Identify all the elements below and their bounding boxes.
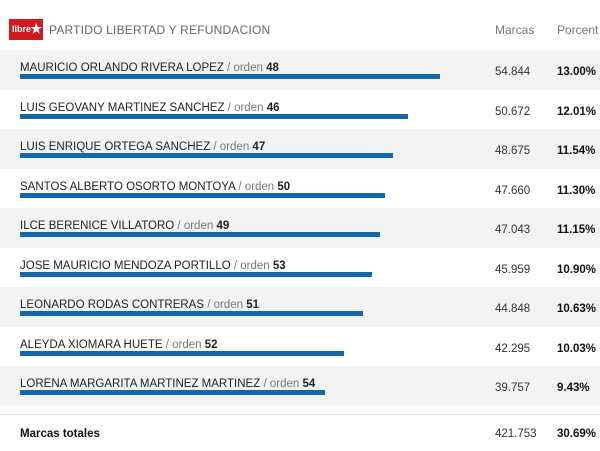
candidate-votes: 47.660 xyxy=(495,184,531,197)
candidate-order: 46 xyxy=(266,101,280,114)
total-votes: 421.753 xyxy=(495,428,537,440)
candidate-percent: 11.30% xyxy=(557,184,596,197)
candidate-name: ALEYDA XIOMARA HUETE / orden 52 xyxy=(20,339,218,351)
candidate-order: 53 xyxy=(272,259,286,272)
vote-share-bar xyxy=(20,350,344,356)
order-separator: / orden xyxy=(235,180,278,193)
candidate-row: ILCE BERENICE VILLATORO / orden 49 47.043… xyxy=(0,208,600,248)
candidate-full-name: LUIS GEOVANY MARTINEZ SANCHEZ xyxy=(20,101,225,114)
candidate-name: SANTOS ALBERTO OSORTO MONTOYA / orden 50 xyxy=(20,181,290,193)
party-name: PARTIDO LIBERTAD Y REFUNDACION xyxy=(49,23,271,37)
candidate-name: LORENA MARGARITA MARTINEZ MARTINEZ / ord… xyxy=(20,378,315,390)
candidate-percent: 11.54% xyxy=(557,145,596,157)
candidate-percent: 13.00% xyxy=(557,66,597,78)
candidate-row: LORENA MARGARITA MARTINEZ MARTINEZ / ord… xyxy=(0,366,600,406)
candidate-votes: 47.043 xyxy=(495,224,531,236)
vote-share-bar xyxy=(20,232,380,237)
candidate-name: LEONARDO RODAS CONTRERAS / orden 51 xyxy=(20,299,259,311)
candidate-order: 50 xyxy=(277,180,291,193)
candidate-full-name: ALEYDA XIOMARA HUETE xyxy=(20,338,163,351)
order-separator: / orden xyxy=(162,338,205,351)
candidate-order: 49 xyxy=(216,220,230,232)
vote-share-bar xyxy=(20,153,393,158)
order-separator: / orden xyxy=(224,101,267,114)
candidate-votes: 54.844 xyxy=(495,66,531,78)
star-icon: ★ xyxy=(30,21,42,36)
candidate-name: JOSE MAURICIO MENDOZA PORTILLO / orden 5… xyxy=(20,260,286,272)
order-separator: / orden xyxy=(230,259,273,272)
order-separator: / orden xyxy=(210,141,253,153)
candidate-votes: 50.672 xyxy=(495,105,531,118)
candidate-name: LUIS ENRIQUE ORTEGA SANCHEZ / orden 47 xyxy=(20,141,265,153)
candidate-row: LUIS GEOVANY MARTINEZ SANCHEZ / orden 46… xyxy=(0,89,600,129)
candidate-votes: 39.757 xyxy=(495,382,531,394)
candidate-row: MAURICIO ORLANDO RIVERA LOPEZ / orden 48… xyxy=(0,50,600,90)
logo-text: libre xyxy=(12,24,32,34)
order-separator: / orden xyxy=(204,299,247,311)
candidate-order: 48 xyxy=(266,62,279,74)
candidate-percent: 9.43% xyxy=(557,382,590,394)
candidate-percent: 12.01% xyxy=(557,105,597,118)
candidate-percent: 10.63% xyxy=(557,303,597,315)
candidate-percent: 10.90% xyxy=(557,263,597,276)
order-separator: / orden xyxy=(174,220,217,232)
vote-share-bar xyxy=(20,192,385,198)
candidate-full-name: LORENA MARGARITA MARTINEZ MARTINEZ xyxy=(20,378,261,390)
candidate-votes: 44.848 xyxy=(495,303,531,315)
vote-share-bar xyxy=(20,390,325,395)
candidate-name: MAURICIO ORLANDO RIVERA LOPEZ / orden 48 xyxy=(20,62,279,74)
candidate-full-name: ILCE BERENICE VILLATORO xyxy=(20,220,175,232)
total-label: Marcas totales xyxy=(20,428,100,440)
candidate-name: LUIS GEOVANY MARTINEZ SANCHEZ / orden 46 xyxy=(20,102,279,114)
candidate-row: ALEYDA XIOMARA HUETE / orden 52 42.295 10.… xyxy=(0,326,600,366)
vote-share-bar xyxy=(20,271,372,277)
candidate-full-name: MAURICIO ORLANDO RIVERA LOPEZ xyxy=(20,62,224,74)
total-percent: 30.69% xyxy=(557,428,597,440)
candidate-list: MAURICIO ORLANDO RIVERA LOPEZ / orden 48… xyxy=(0,50,600,406)
candidate-order: 51 xyxy=(246,299,260,311)
candidate-row: LUIS ENRIQUE ORTEGA SANCHEZ / orden 47 48… xyxy=(0,129,600,169)
total-row: Marcas totales 421.753 30.69% xyxy=(0,414,600,451)
candidate-name: ILCE BERENICE VILLATORO / orden 49 xyxy=(20,220,229,232)
candidate-full-name: LEONARDO RODAS CONTRERAS xyxy=(20,299,205,311)
vote-share-bar xyxy=(20,74,440,79)
candidate-votes: 42.295 xyxy=(495,342,531,355)
candidate-votes: 48.675 xyxy=(495,145,531,157)
candidate-percent: 11.15% xyxy=(557,224,596,236)
candidate-order: 47 xyxy=(252,141,266,153)
candidate-full-name: LUIS ENRIQUE ORTEGA SANCHEZ xyxy=(20,141,211,153)
candidate-full-name: SANTOS ALBERTO OSORTO MONTOYA xyxy=(20,180,236,193)
candidate-votes: 45.959 xyxy=(495,263,531,276)
candidate-row: LEONARDO RODAS CONTRERAS / orden 51 44.84… xyxy=(0,287,600,327)
order-separator: / orden xyxy=(223,62,267,74)
vote-share-bar xyxy=(20,113,408,119)
candidate-order: 54 xyxy=(302,378,316,390)
candidate-percent: 10.03% xyxy=(557,342,597,355)
vote-share-bar xyxy=(20,311,363,316)
order-separator: / orden xyxy=(260,378,303,390)
candidate-full-name: JOSE MAURICIO MENDOZA PORTILLO xyxy=(20,259,231,272)
votes-column-header[interactable]: Marcas xyxy=(495,23,535,37)
candidate-order: 52 xyxy=(204,338,218,351)
percent-column-header[interactable]: Porcent xyxy=(557,23,599,37)
candidate-row: JOSE MAURICIO MENDOZA PORTILLO / orden 5… xyxy=(0,247,600,287)
candidate-row: SANTOS ALBERTO OSORTO MONTOYA / orden 50… xyxy=(0,168,600,208)
party-logo: libre ★ xyxy=(9,19,43,40)
